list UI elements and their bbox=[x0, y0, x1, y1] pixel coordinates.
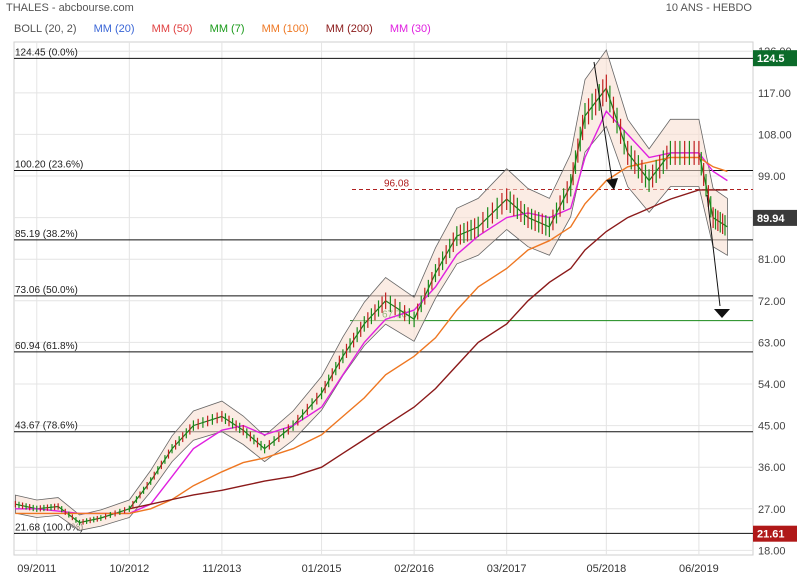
legend-mm50: MM (50) bbox=[151, 23, 193, 35]
legend-mm100: MM (100) bbox=[261, 23, 309, 35]
y-tick-label: 72.00 bbox=[758, 296, 786, 308]
legend-boll: BOLL (20, 2) bbox=[14, 23, 77, 35]
y-tick-label: 18.00 bbox=[758, 545, 786, 557]
y-tick-label: 45.00 bbox=[758, 421, 786, 433]
trend-arrow-1 bbox=[593, 61, 613, 181]
mm100-line bbox=[15, 156, 728, 515]
price-badge-label: 89.94 bbox=[757, 213, 785, 225]
bollinger-band bbox=[15, 49, 728, 531]
legend-mm7: MM (7) bbox=[209, 23, 245, 35]
fib-level-label: 73.06 (50.0%) bbox=[15, 285, 78, 296]
fib-level-label: 100.20 (23.6%) bbox=[15, 159, 83, 170]
x-tick-label: 06/2019 bbox=[679, 563, 719, 575]
y-tick-label: 63.00 bbox=[758, 337, 786, 349]
x-tick-label: 03/2017 bbox=[487, 563, 527, 575]
fib-level-label: 124.45 (0.0%) bbox=[15, 47, 78, 58]
trend-arrow-1-head bbox=[606, 178, 618, 190]
y-tick-label: 117.00 bbox=[758, 88, 791, 100]
y-tick-label: 99.00 bbox=[758, 171, 786, 183]
x-tick-label: 02/2016 bbox=[394, 563, 434, 575]
x-tick-label: 09/2011 bbox=[17, 563, 56, 575]
y-tick-label: 81.00 bbox=[758, 254, 786, 266]
x-tick-label: 01/2015 bbox=[302, 563, 342, 575]
mm200-line bbox=[129, 189, 728, 510]
legend: BOLL (20, 2) MM (20) MM (50) MM (7) MM (… bbox=[14, 23, 445, 35]
price-badge bbox=[753, 525, 797, 542]
x-tick-label: 10/2012 bbox=[109, 563, 149, 575]
fib-level-label: 60.94 (61.8%) bbox=[15, 341, 78, 352]
annotation-label: 96.08 bbox=[384, 179, 409, 190]
price-badge-label: 124.5 bbox=[757, 53, 785, 65]
x-tick-label: 11/2013 bbox=[202, 563, 241, 575]
fib-level-label: 43.67 (78.6%) bbox=[15, 421, 78, 432]
price-badge bbox=[753, 209, 797, 226]
price-badge-label: 21.61 bbox=[757, 529, 785, 541]
fib-level-label: 85.19 (38.2%) bbox=[15, 229, 78, 240]
y-tick-label: 54.00 bbox=[758, 379, 786, 391]
y-tick-label: 108.00 bbox=[758, 129, 792, 141]
legend-mm200: MM (200) bbox=[325, 23, 373, 35]
y-tick-label: 36.00 bbox=[758, 462, 786, 474]
trend-arrow-2-head bbox=[714, 309, 730, 318]
x-tick-label: 05/2018 bbox=[586, 563, 626, 575]
legend-mm20: MM (20) bbox=[93, 23, 135, 35]
legend-mm30: MM (30) bbox=[389, 23, 431, 35]
plot-frame bbox=[13, 41, 754, 556]
y-tick-label: 27.00 bbox=[758, 504, 786, 516]
trend-arrow-2 bbox=[706, 194, 721, 307]
price-badge bbox=[753, 50, 797, 67]
fib-level-label: 21.68 (100.0%) bbox=[15, 522, 83, 533]
chart-title: THALES - abcbourse.com bbox=[6, 2, 134, 14]
chart-period: 10 ANS - HEBDO bbox=[665, 2, 752, 14]
